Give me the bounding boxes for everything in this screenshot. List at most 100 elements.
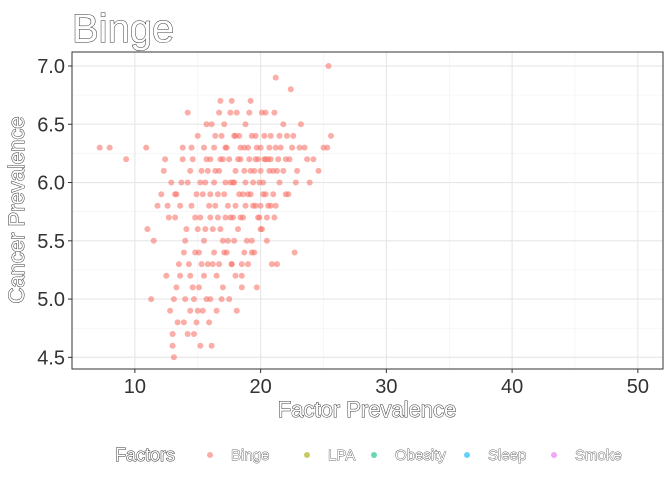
data-point [172,191,179,198]
data-point [185,261,192,268]
data-point [169,331,176,337]
data-point [263,214,270,221]
data-point [271,214,278,221]
legend-key [304,452,310,458]
data-point [237,156,244,163]
data-point [266,144,273,151]
data-point [246,109,253,116]
data-point [290,132,297,139]
data-point [207,191,214,198]
data-point [250,179,257,186]
y-tick-label: 5.0 [37,289,65,311]
y-tick-label: 6.5 [37,114,65,136]
data-point [209,261,216,268]
data-point [280,121,287,128]
data-point [191,296,197,303]
data-point [252,202,259,209]
data-point [208,342,215,349]
data-point [274,167,280,174]
data-point [277,144,284,151]
data-point [304,156,311,163]
data-point [158,191,165,198]
data-point [232,202,239,209]
y-axis: 4.5 5.0 5.5 6.0 6.5 7.0 [37,56,72,369]
data-point [245,261,251,268]
data-point [167,307,174,314]
data-point [246,156,253,163]
data-point [211,144,218,151]
data-point [241,249,248,256]
legend-key [551,452,557,458]
data-point [219,284,226,291]
data-point [178,179,185,186]
data-point [228,261,235,268]
data-point [188,202,195,209]
data-point [240,191,246,198]
data-point [242,179,249,186]
data-point [275,156,282,163]
data-point [202,226,209,233]
data-point [204,261,211,268]
data-point [213,272,220,279]
legend-label: Sleep [488,447,526,464]
data-point [192,214,199,221]
scatter-points [96,63,334,361]
data-point [237,214,244,221]
data-point [221,249,228,256]
data-point [189,156,196,163]
data-point [173,284,180,291]
data-point [227,109,234,116]
data-point [177,272,184,279]
data-point [204,167,211,174]
data-point [241,167,248,174]
data-point [174,319,181,326]
data-point [194,132,201,139]
legend-label: Obesity [395,447,446,464]
data-point [182,296,189,303]
data-point [206,319,213,326]
data-point [168,179,175,186]
data-point [228,97,235,104]
data-point [218,132,225,139]
data-point [212,132,219,139]
data-point [233,109,240,116]
data-point [189,284,196,291]
data-point [328,132,334,139]
data-point [324,144,331,151]
data-point [194,226,201,233]
data-point [224,202,231,209]
data-point [267,202,274,209]
data-point [211,249,218,256]
data-point [238,284,245,291]
data-point [241,144,248,151]
data-point [180,319,187,326]
data-point [262,156,269,163]
data-point [242,121,249,128]
data-point [187,272,194,279]
data-point [232,167,239,174]
data-point [221,121,228,128]
data-point [247,97,254,104]
data-point [315,167,322,174]
data-point [106,144,113,151]
data-point [267,132,274,139]
data-point [297,121,304,128]
data-point [194,307,201,314]
data-point [286,156,293,163]
legend-key [207,452,213,458]
data-point [261,132,268,139]
data-point [238,261,245,268]
data-point [193,319,200,326]
data-point [236,132,243,139]
data-point [187,307,194,314]
data-point [217,97,224,104]
data-point [184,331,191,337]
data-point [248,132,255,139]
data-point [271,109,278,116]
data-point [183,226,190,233]
data-point [172,214,179,221]
data-point [211,179,218,186]
data-point [196,284,202,291]
data-point [310,156,317,163]
data-point [123,156,130,163]
